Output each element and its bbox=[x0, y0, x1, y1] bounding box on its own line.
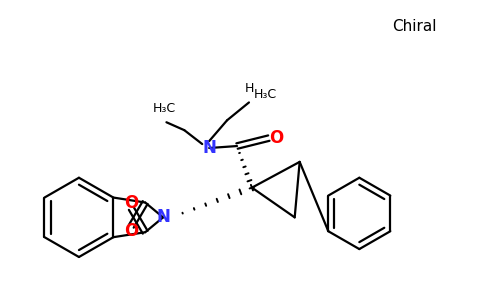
Text: N: N bbox=[202, 139, 216, 157]
Text: H₃C: H₃C bbox=[254, 88, 277, 101]
Text: O: O bbox=[124, 194, 138, 212]
Text: H₃C: H₃C bbox=[153, 102, 176, 115]
Text: N: N bbox=[156, 208, 170, 226]
Text: O: O bbox=[269, 129, 283, 147]
Text: H: H bbox=[244, 82, 254, 94]
Text: Chiral: Chiral bbox=[392, 19, 436, 34]
Text: O: O bbox=[124, 222, 138, 240]
